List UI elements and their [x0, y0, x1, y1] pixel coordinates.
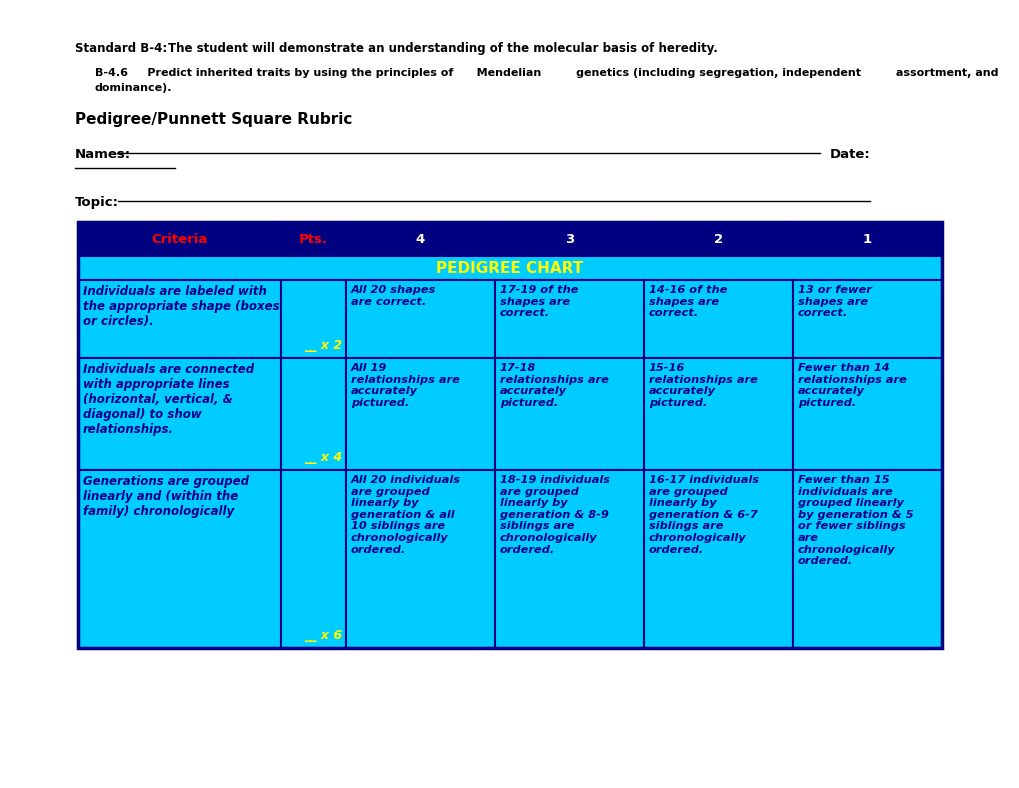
Text: Date:: Date: [829, 148, 870, 161]
Text: dominance).: dominance). [95, 83, 172, 93]
Text: Pedigree/Punnett Square Rubric: Pedigree/Punnett Square Rubric [75, 112, 352, 127]
Text: Individuals are connected
with appropriate lines
(horizontal, vertical, &
diagon: Individuals are connected with appropria… [83, 363, 254, 436]
Bar [345, 222, 494, 256]
Bar [77, 358, 281, 470]
Bar [77, 222, 281, 256]
Text: Fewer than 15
individuals are
grouped linearly
by generation & 5
or fewer siblin: Fewer than 15 individuals are grouped li… [797, 475, 913, 567]
Bar [281, 280, 345, 358]
Text: All 19
relationships are
accurately
pictured.: All 19 relationships are accurately pict… [351, 363, 460, 408]
Text: 16-17 individuals
are grouped
linearly by
generation & 6-7
siblings are
chronolo: 16-17 individuals are grouped linearly b… [648, 475, 758, 555]
Text: All 20 shapes
are correct.: All 20 shapes are correct. [351, 285, 436, 307]
Text: Generations are grouped
linearly and (within the
family) chronologically: Generations are grouped linearly and (wi… [83, 475, 249, 518]
Bar [792, 280, 942, 358]
Text: Fewer than 14
relationships are
accurately
pictured.: Fewer than 14 relationships are accurate… [797, 363, 906, 408]
Text: 1: 1 [862, 232, 871, 246]
Text: 4: 4 [416, 232, 425, 246]
Bar [792, 358, 942, 470]
Text: 15-16
relationships are
accurately
pictured.: 15-16 relationships are accurately pictu… [648, 363, 757, 408]
Bar [281, 358, 345, 470]
Text: __ x 6: __ x 6 [304, 629, 341, 642]
Text: __ x 4: __ x 4 [304, 451, 341, 464]
Bar [643, 280, 792, 358]
Bar [643, 470, 792, 648]
Bar [345, 280, 494, 358]
Bar [494, 358, 643, 470]
Bar [77, 470, 281, 648]
Text: Pts.: Pts. [299, 232, 328, 246]
Text: PEDIGREE CHART: PEDIGREE CHART [436, 261, 583, 276]
Bar [345, 470, 494, 648]
Bar [494, 470, 643, 648]
Text: 17-18
relationships are
accurately
pictured.: 17-18 relationships are accurately pictu… [499, 363, 608, 408]
Bar [77, 222, 942, 648]
Bar [494, 280, 643, 358]
Bar [345, 358, 494, 470]
Text: Individuals are labeled with
the appropriate shape (boxes
or circles).: Individuals are labeled with the appropr… [83, 285, 279, 328]
Text: All 20 individuals
are grouped
linearly by
generation & all
10 siblings are
chro: All 20 individuals are grouped linearly … [351, 475, 461, 555]
Text: 2: 2 [713, 232, 722, 246]
Text: Topic:: Topic: [75, 196, 119, 209]
Text: 3: 3 [565, 232, 574, 246]
Text: 13 or fewer
shapes are
correct.: 13 or fewer shapes are correct. [797, 285, 871, 318]
Text: Standard B-4:: Standard B-4: [75, 42, 167, 55]
Text: The student will demonstrate an understanding of the molecular basis of heredity: The student will demonstrate an understa… [168, 42, 717, 55]
Bar [77, 256, 942, 280]
Bar [792, 222, 942, 256]
Text: 14-16 of the
shapes are
correct.: 14-16 of the shapes are correct. [648, 285, 727, 318]
Bar [77, 280, 281, 358]
Bar [281, 470, 345, 648]
Text: Names:: Names: [75, 148, 131, 161]
Text: B-4.6     Predict inherited traits by using the principles of      Mendelian    : B-4.6 Predict inherited traits by using … [95, 68, 998, 78]
Bar [792, 470, 942, 648]
Text: 18-19 individuals
are grouped
linearly by
generation & 8-9
siblings are
chronolo: 18-19 individuals are grouped linearly b… [499, 475, 609, 555]
Text: Criteria: Criteria [151, 232, 208, 246]
Text: 17-19 of the
shapes are
correct.: 17-19 of the shapes are correct. [499, 285, 578, 318]
Text: __ x 2: __ x 2 [304, 339, 341, 352]
Bar [281, 222, 345, 256]
Bar [643, 358, 792, 470]
Bar [643, 222, 792, 256]
Bar [494, 222, 643, 256]
